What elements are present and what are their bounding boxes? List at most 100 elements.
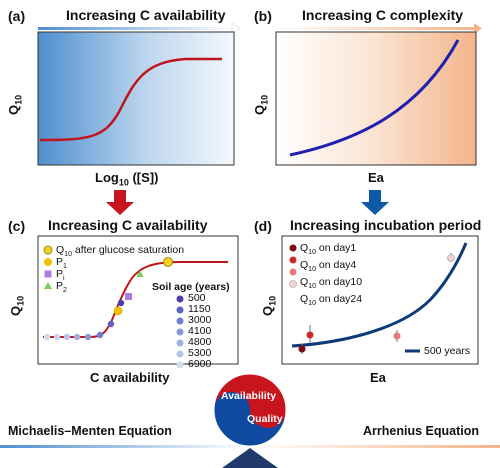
soil-age-5300-marker — [176, 350, 184, 358]
legend-day24-sub: 10 — [308, 300, 316, 308]
line-legend-label: 500 years — [424, 345, 471, 357]
panel-c-ylabel-sub: 10 — [15, 295, 26, 306]
panel-d-title: Increasing incubation period — [290, 217, 482, 233]
legend-day10-marker — [289, 268, 297, 276]
soil-age-6900-marker — [176, 361, 184, 369]
panel-d-ylabel: Q10 — [260, 295, 278, 316]
soil-age-6900: 6900 — [188, 358, 212, 370]
soil-point — [84, 333, 92, 341]
panel-c-title: Increasing C availability — [48, 217, 208, 233]
panel-d-ylabel-sub: 10 — [267, 295, 278, 306]
panel-d-legend: Q10 on day1 Q10 on day4 Q10 on day10 Q10… — [300, 242, 362, 310]
panel-b-ylabel-sub: 10 — [259, 94, 270, 105]
panel-a-xlabel-sub: 10 — [118, 177, 129, 188]
panel-a-banner: Increasing C availability — [66, 7, 226, 23]
legend-p2-label: P2 — [56, 280, 67, 295]
p2-marker — [136, 270, 144, 277]
panel-c-soil-points — [43, 299, 125, 341]
soil-point — [96, 331, 104, 339]
glucose-saturation-marker — [163, 257, 173, 267]
blue-down-arrow-icon — [361, 190, 389, 215]
balance-pivot — [222, 448, 278, 468]
legend-pi-sub: i — [63, 275, 65, 283]
soil-age-4800: 4800 — [188, 336, 212, 348]
soil-age-500-marker — [176, 295, 184, 303]
soil-point — [53, 333, 61, 341]
soil-age-4800-marker — [176, 339, 184, 347]
soil-age-5300: 5300 — [188, 347, 212, 359]
legend-pi-marker — [44, 270, 52, 278]
panel-d-exponential-curve — [291, 242, 468, 348]
panel-a-ylabel-sub: 10 — [13, 94, 24, 105]
legend-glucose-label: Q10 after glucose saturation — [56, 244, 185, 259]
panel-c-xlabel: C availability — [90, 370, 170, 385]
legend-p2-marker — [44, 282, 52, 289]
legend-day4-label: Q10 on day4 — [300, 259, 357, 274]
legend-glucose-marker — [43, 245, 53, 255]
panel-b-exponential-curve — [289, 39, 460, 157]
legend-day1-sub: 10 — [308, 249, 316, 257]
soil-age-list: 500 1150 3000 4100 4800 5300 6900 — [188, 293, 211, 370]
panel-a-banner-arrowhead — [231, 22, 241, 35]
legend-day4-sub: 10 — [308, 266, 316, 274]
legend-pi-label: Pi — [56, 268, 65, 283]
panel-b-banner: Increasing C complexity — [302, 7, 464, 23]
red-down-arrow-icon — [106, 190, 134, 215]
day10-point — [393, 332, 401, 340]
legend-p1-label: P1 — [56, 256, 67, 271]
soil-point — [107, 320, 115, 328]
soil-point — [63, 333, 71, 341]
panel-b-plot-area — [275, 31, 477, 166]
soil-age-1150-marker — [176, 306, 184, 314]
legend-p1-marker — [44, 258, 52, 266]
panel-b-ylabel: Q10 — [252, 94, 270, 115]
soil-age-1150: 1150 — [188, 303, 211, 315]
legend-glucose-sub: 10 — [64, 251, 72, 259]
yin-quality-label: Quality — [247, 413, 283, 425]
legend-day24-marker — [289, 280, 297, 288]
day24-point — [447, 254, 455, 262]
soil-point — [117, 299, 125, 307]
panel-a-ylabel: Q10 — [6, 94, 24, 115]
panel-c-letter: (c) — [8, 218, 26, 234]
soil-age-4100: 4100 — [188, 325, 212, 337]
panel-a-sigmoid-curve — [39, 57, 222, 142]
panel-b-letter: (b) — [254, 8, 272, 24]
legend-day10-sub: 10 — [308, 283, 316, 291]
yin-availability-label: Availability — [221, 390, 277, 402]
legend-p2-sub: 2 — [63, 287, 67, 295]
p1-marker — [113, 306, 123, 316]
pi-marker — [125, 293, 132, 300]
panel-d-letter: (d) — [254, 218, 272, 234]
panel-c-ylabel: Q10 — [8, 295, 26, 316]
panel-b-banner-arrowhead — [474, 23, 482, 34]
panel-a-xlabel: Log10 ([S]) — [95, 170, 159, 188]
panel-d-legend-markers — [289, 244, 297, 288]
panel-c-plot-area — [37, 235, 239, 365]
legend-day24-label: Q10 on day24 — [300, 293, 363, 308]
soil-age-4100-marker — [176, 328, 184, 336]
panel-d-xlabel: Ea — [370, 370, 386, 385]
soil-age-3000: 3000 — [188, 314, 212, 326]
soil-age-legend-markers — [176, 295, 184, 369]
legend-day10-label: Q10 on day10 — [300, 276, 363, 291]
soil-age-500: 500 — [188, 292, 206, 304]
panel-b-xlabel: Ea — [368, 170, 384, 185]
soil-age-3000-marker — [176, 317, 184, 325]
legend-day4-marker — [289, 256, 297, 264]
panel-a-plot-area — [37, 31, 235, 166]
soil-point — [73, 333, 81, 341]
legend-day1-label: Q10 on day1 — [300, 242, 357, 257]
panel-b-banner-bar — [276, 27, 476, 30]
panel-a-banner-bar — [38, 27, 234, 30]
soil-point — [43, 333, 51, 341]
soil-age-title: Soil age (years) — [152, 281, 230, 293]
legend-day1-marker — [289, 244, 297, 252]
arrhenius-label: Arrhenius Equation — [363, 424, 479, 438]
legend-p1-sub: 1 — [63, 263, 67, 271]
michaelis-menten-label: Michaelis–Menten Equation — [8, 424, 172, 438]
day4-point — [306, 331, 314, 339]
day1-point — [298, 345, 306, 353]
panel-a-letter: (a) — [8, 8, 26, 24]
